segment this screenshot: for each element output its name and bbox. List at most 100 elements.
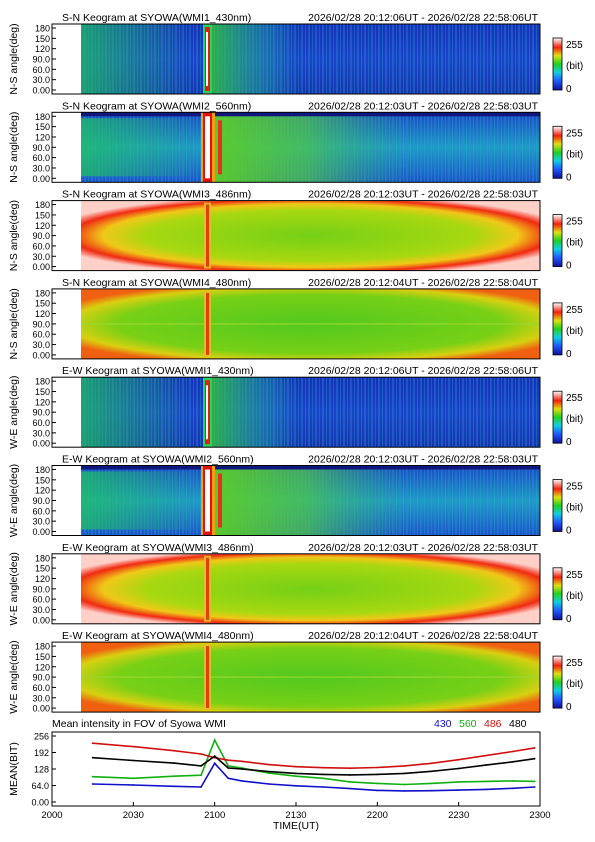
- data-point-480: [227, 767, 230, 769]
- data-point-430: [200, 786, 203, 788]
- keogram-burst-core: [206, 292, 209, 355]
- data-point-430: [403, 790, 406, 792]
- data-point-560: [200, 774, 203, 777]
- colorbar: 255 (bit) 0: [552, 37, 583, 95]
- colorbar: 255 (bit) 0: [552, 479, 583, 537]
- data-point-560: [227, 765, 230, 767]
- data-point-430: [173, 785, 175, 788]
- data-point-430: [132, 784, 135, 786]
- keogram-ytick-label: 0.00: [32, 350, 50, 360]
- keogram-ytick-label: 60.0: [32, 418, 50, 428]
- keogram-ylabel: N-S angle(deg): [8, 112, 20, 183]
- colorbar-gradient: [552, 37, 563, 91]
- data-point-480: [91, 756, 94, 759]
- data-point-486: [376, 766, 379, 769]
- keogram-time-range: 2026/02/28 20:12:03UT - 2026/02/28 22:58…: [308, 542, 538, 554]
- colorbar-min-label: 0: [566, 261, 572, 272]
- data-point-430: [91, 783, 94, 785]
- legend-item-560: 560: [459, 718, 477, 730]
- y-axis-label: MEAN(BIT): [8, 742, 20, 796]
- keogram-ytick-label: 90.0: [32, 143, 50, 153]
- data-point-480: [484, 764, 487, 766]
- keogram-burst-saturated: [205, 116, 210, 179]
- colorbar: 255 (bit) 0: [552, 390, 583, 448]
- keogram-ytick-label: 120: [35, 486, 50, 496]
- keogram-ytick-label: 90.0: [32, 496, 50, 506]
- x-tick-label: 2100: [204, 810, 225, 821]
- keogram-ytick-label: 120: [35, 574, 50, 584]
- keogram-ytick-label: 90.0: [32, 231, 50, 241]
- keogram-ytick-label: 60.0: [32, 595, 50, 605]
- x-tick-label: 2030: [123, 810, 144, 821]
- colorbar-min-label: 0: [566, 614, 572, 625]
- colorbar-unit-label: (bit): [566, 238, 583, 249]
- keogram-ytick-label: 150: [35, 564, 50, 574]
- data-point-560: [268, 772, 270, 774]
- mean-intensity-plot: Mean intensity in FOV of Syowa WMI 430 560…: [8, 718, 551, 832]
- data-point-486: [132, 745, 135, 748]
- keogram-image: [52, 642, 540, 713]
- keogram-ytick-label: 30.0: [32, 693, 50, 703]
- data-point-560: [403, 783, 406, 786]
- data-point-560: [213, 739, 216, 741]
- keogram-image: [52, 377, 540, 448]
- legend-item-486: 486: [484, 718, 502, 730]
- colorbar-max-label: 255: [566, 482, 583, 493]
- keogram-ytick-label: 30.0: [32, 75, 50, 85]
- keogram-ytick-label: 150: [35, 122, 50, 132]
- keogram-edge-top: [81, 465, 540, 470]
- keogram-ytick-label: 0.00: [32, 86, 50, 96]
- data-point-486: [200, 753, 203, 755]
- keogram-ylabel: W-E angle(deg): [8, 376, 20, 449]
- colorbar-max-label: 255: [566, 570, 583, 581]
- data-point-486: [512, 750, 514, 753]
- data-point-430: [240, 780, 243, 782]
- keogram-panel-8: E-W Keogram at SYOWA(WMI4_480nm) 2026/02/…: [8, 630, 583, 714]
- data-point-560: [533, 780, 536, 783]
- keogram-time-range: 2026/02/28 20:12:06UT - 2026/02/28 22:58…: [308, 12, 538, 24]
- keogram-burst-saturated: [206, 32, 208, 86]
- keogram-time-range: 2026/02/28 20:12:03UT - 2026/02/28 22:58…: [308, 189, 538, 201]
- keogram-panel-2: S-N Keogram at SYOWA(WMI2_560nm) 2026/02/…: [8, 100, 583, 184]
- keogram-ylabel: N-S angle(deg): [8, 200, 20, 271]
- keogram-image: [52, 553, 540, 624]
- data-point-486: [227, 759, 230, 762]
- keogram-ytick-label: 60.0: [32, 153, 50, 163]
- keogram-ylabel: W-E angle(deg): [8, 464, 20, 537]
- keogram-nodata: [52, 288, 81, 359]
- keogram-ytick-label: 120: [35, 44, 50, 54]
- keogram-burst-secondary: [218, 473, 222, 528]
- keogram-ytick-label: 30.0: [32, 428, 50, 438]
- keogram-time-range: 2026/02/28 20:12:04UT - 2026/02/28 22:58…: [308, 277, 538, 289]
- keogram-ytick-label: 90.0: [32, 408, 50, 418]
- keogram-ytick-label: 90.0: [32, 673, 50, 683]
- keogram-ytick-label: 180: [35, 553, 50, 563]
- colorbar-max-label: 255: [566, 40, 583, 51]
- keogram-ytick-label: 30.0: [32, 517, 50, 527]
- data-point-486: [349, 767, 352, 770]
- data-point-486: [295, 765, 297, 768]
- keogram-time-range: 2026/02/28 20:12:06UT - 2026/02/28 22:58…: [308, 365, 538, 377]
- keogram-ytick-label: 60.0: [32, 683, 50, 693]
- keogram-ytick-label: 60.0: [32, 241, 50, 251]
- keogram-ytick-label: 150: [35, 34, 50, 44]
- keogram-ytick-label: 30.0: [32, 252, 50, 262]
- data-point-430: [227, 777, 230, 780]
- data-point-430: [213, 762, 216, 765]
- data-point-560: [376, 782, 379, 785]
- keogram-ytick-label: 150: [35, 387, 50, 397]
- data-point-560: [457, 781, 460, 783]
- data-point-430: [484, 788, 487, 791]
- colorbar-gradient: [552, 302, 563, 356]
- keogram-ytick-label: 120: [35, 132, 50, 142]
- colorbar: 255 (bit) 0: [552, 214, 583, 272]
- keogram-nodata: [52, 377, 81, 448]
- data-point-480: [200, 765, 203, 767]
- keogram-ytick-label: 0.00: [32, 704, 50, 714]
- keogram-burst-core: [206, 557, 209, 620]
- keogram-nodata: [52, 465, 81, 536]
- data-point-560: [322, 777, 324, 780]
- data-point-560: [173, 775, 175, 778]
- x-tick-label: 2200: [367, 810, 388, 821]
